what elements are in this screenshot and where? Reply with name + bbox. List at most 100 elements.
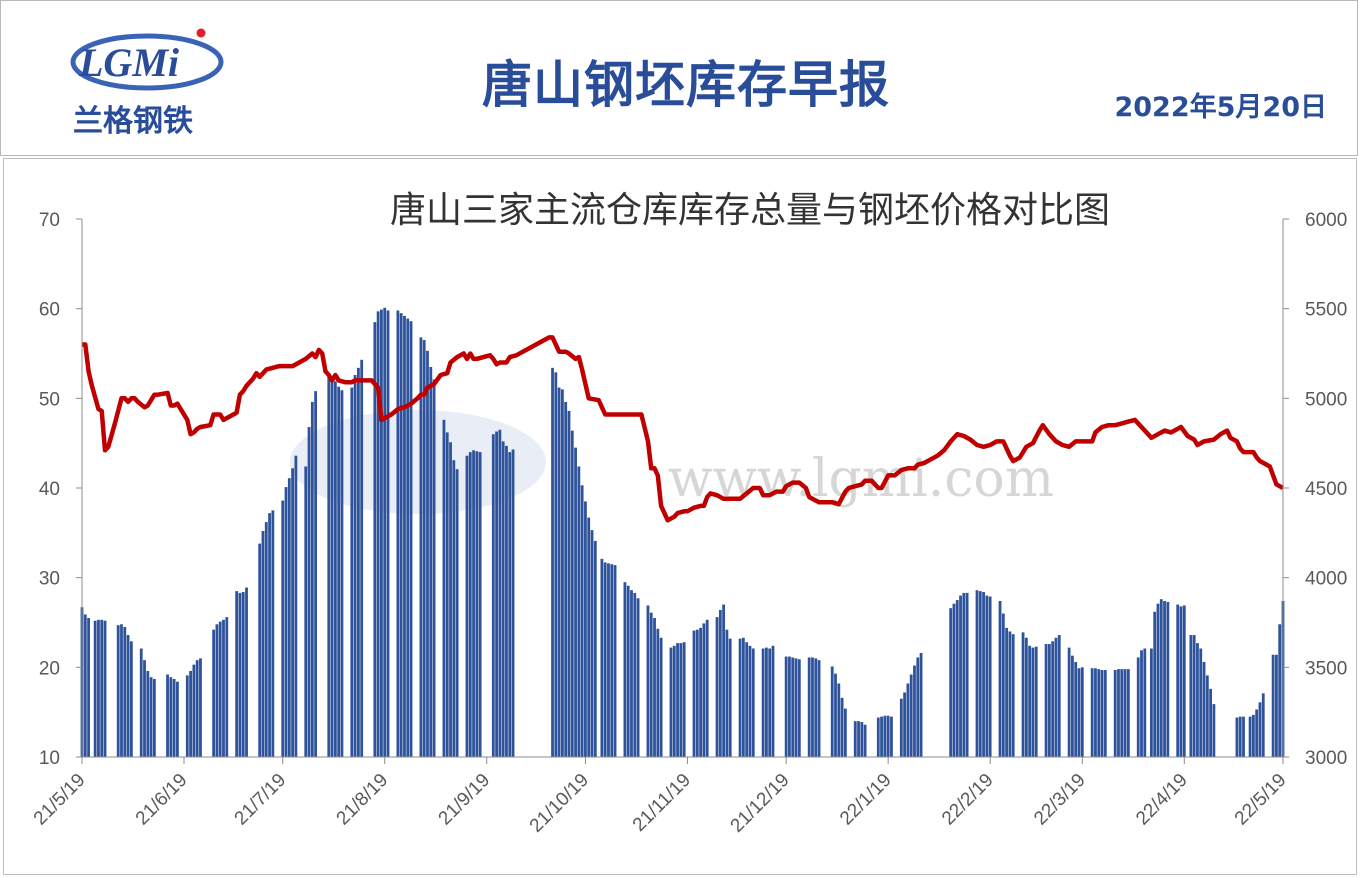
logo-dot (196, 28, 206, 38)
inventory-bar (1074, 661, 1078, 757)
inventory-bar (445, 432, 449, 757)
inventory-bar (268, 513, 271, 757)
inventory-bar (952, 603, 956, 757)
inventory-bar (294, 455, 298, 757)
inventory-bar (261, 531, 265, 757)
inventory-bar (1278, 624, 1282, 757)
inventory-bar (422, 340, 426, 757)
inventory-bar (765, 647, 768, 757)
inventory-bar (1140, 650, 1143, 757)
inventory-bar (429, 366, 433, 757)
inventory-bar (1156, 603, 1160, 757)
inventory-bar (886, 715, 890, 757)
inventory-bar (797, 659, 801, 757)
inventory-bar (1205, 675, 1209, 757)
inventory-bar (1028, 645, 1032, 757)
inventory-bar (373, 322, 377, 757)
inventory-bar (126, 635, 130, 757)
inventory-bar (1024, 637, 1028, 757)
inventory-bar (116, 625, 120, 757)
inventory-bar (656, 628, 660, 757)
x-tick-label: 21/12/19 (727, 770, 794, 837)
inventory-bar (215, 624, 219, 757)
inventory-bar (1199, 648, 1203, 757)
inventory-bar (715, 617, 719, 757)
inventory-bar (1166, 601, 1170, 757)
inventory-bar (561, 389, 564, 757)
inventory-bar (982, 592, 985, 757)
inventory-bar (360, 359, 364, 757)
inventory-bar (890, 716, 893, 757)
x-tick-label: 22/4/19 (1132, 770, 1192, 830)
inventory-bar (498, 429, 502, 757)
inventory-bar (857, 721, 860, 757)
inventory-bar (350, 387, 354, 757)
price-line (82, 335, 1285, 523)
inventory-bar (843, 708, 847, 757)
inventory-bar (988, 596, 992, 757)
inventory-bar (955, 600, 959, 757)
inventory-bar (1275, 654, 1278, 757)
y-left-tick-label: 70 (39, 210, 60, 231)
inventory-bar (593, 540, 597, 757)
inventory-bar (291, 468, 294, 757)
inventory-bar (1044, 644, 1048, 757)
inventory-bar (1047, 644, 1051, 757)
logo-ring (70, 33, 224, 91)
inventory-bar (554, 372, 558, 757)
price-line-layer (82, 335, 1285, 523)
inventory-bar (1057, 635, 1061, 757)
inventory-bar (172, 678, 176, 757)
inventory-bar (310, 401, 314, 757)
inventory-bar (166, 674, 169, 757)
inventory-bar (87, 618, 90, 757)
inventory-bar (725, 629, 729, 757)
inventory-bar (574, 447, 577, 757)
inventory-bar (695, 629, 699, 757)
inventory-bar (788, 656, 791, 757)
inventory-bar (1202, 661, 1206, 757)
inventory-bar (913, 665, 916, 757)
inventory-bar (103, 620, 107, 757)
inventory-bar (1163, 600, 1166, 757)
inventory-bar (97, 619, 100, 757)
inventory-bar (1067, 647, 1071, 757)
inventory-bar (863, 724, 867, 757)
inventory-bar (1011, 634, 1015, 757)
inventory-bar (225, 617, 229, 757)
inventory-bar (419, 337, 423, 757)
inventory-bar (1258, 702, 1262, 757)
inventory-bar (768, 648, 772, 757)
inventory-bar (1189, 635, 1193, 757)
x-tick-label: 22/1/19 (836, 770, 896, 830)
inventory-bar (837, 683, 841, 757)
y-right-tick-label: 6000 (1305, 210, 1347, 231)
inventory-bar (962, 592, 966, 757)
inventory-bar (376, 311, 380, 757)
inventory-bar (761, 648, 765, 757)
inventory-bar (584, 501, 587, 757)
inventory-bar (1008, 631, 1012, 757)
x-tick-label: 21/6/19 (132, 770, 192, 830)
inventory-bar (1251, 714, 1255, 757)
inventory-bar (567, 410, 571, 757)
inventory-bar (1054, 637, 1058, 757)
inventory-bar (149, 677, 153, 757)
inventory-bar (564, 401, 568, 757)
y-left-tick-label: 40 (39, 479, 60, 500)
inventory-bar (337, 386, 341, 757)
y-left-tick-label: 50 (39, 389, 60, 410)
inventory-bar (475, 451, 479, 757)
inventory-bar (1182, 605, 1186, 757)
inventory-bar (570, 430, 574, 757)
inventory-bar (748, 645, 752, 757)
inventory-bar (817, 660, 821, 757)
inventory-bar (699, 627, 702, 757)
inventory-bar (123, 626, 127, 757)
inventory-bar (357, 367, 360, 757)
inventory-bar (630, 590, 633, 757)
inventory-bar (1248, 716, 1252, 757)
inventory-bar (218, 621, 222, 757)
inventory-bar (281, 500, 285, 757)
